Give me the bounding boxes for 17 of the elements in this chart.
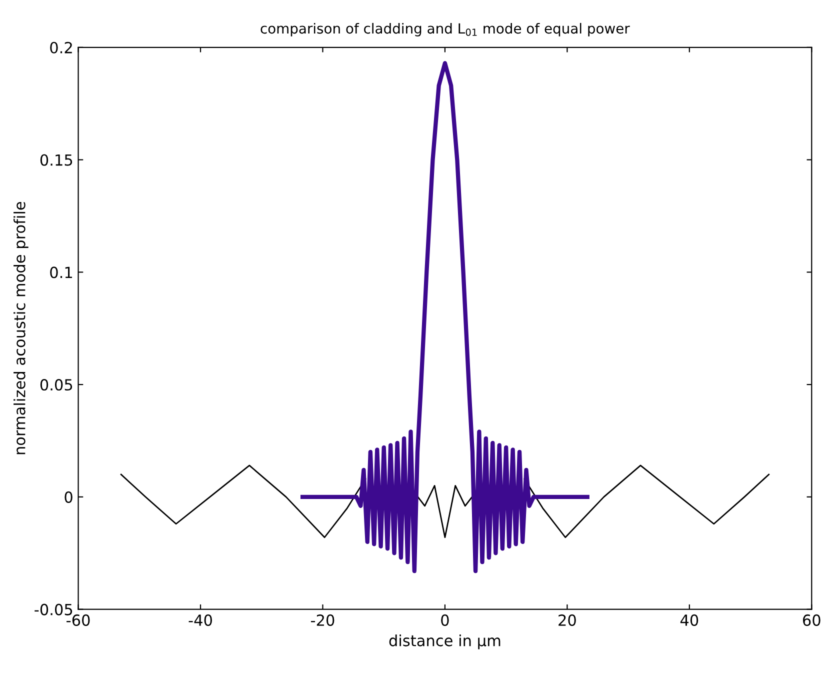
y-tick-label: 0.1 [50, 266, 72, 278]
y-tick-label: 0.15 [40, 154, 72, 166]
y-axis-title: normalized acoustic mode profile [14, 202, 28, 454]
x-axis-title: distance in µm [389, 634, 500, 650]
x-tick-label: -20 [311, 614, 334, 626]
y-tick-label: 0.2 [50, 42, 72, 54]
line-series [300, 61, 590, 574]
x-tick-label: 40 [680, 614, 698, 626]
chart-title: comparison of cladding and L$_{01}$ mode of equal power [260, 22, 630, 36]
x-tick-label: 0 [441, 614, 449, 626]
x-tick-label: -60 [66, 614, 90, 626]
x-tick-label: 20 [558, 614, 576, 626]
y-tick-label: -0.05 [34, 604, 72, 616]
y-tick-label: 0 [64, 491, 72, 503]
x-tick-label: -40 [188, 614, 212, 626]
x-tick-label: 60 [802, 614, 820, 626]
y-tick-label: 0.05 [40, 379, 72, 391]
